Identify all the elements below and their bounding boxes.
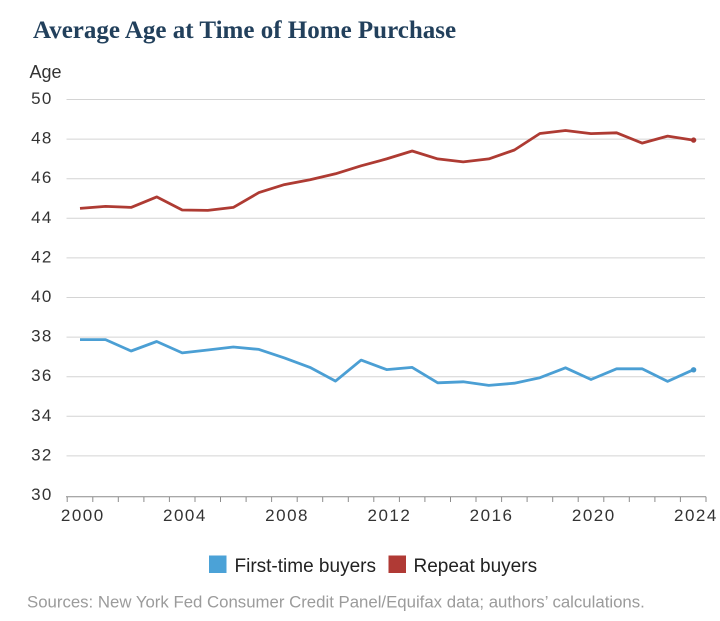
svg-text:42: 42 (31, 247, 53, 266)
svg-text:40: 40 (31, 287, 53, 306)
svg-text:2008: 2008 (265, 506, 309, 525)
svg-text:2024: 2024 (674, 506, 718, 525)
svg-text:30: 30 (31, 485, 53, 504)
svg-text:2016: 2016 (470, 506, 514, 525)
svg-text:2020: 2020 (572, 506, 616, 525)
svg-text:Sources: New York Fed Consumer: Sources: New York Fed Consumer Credit Pa… (27, 592, 645, 611)
svg-text:38: 38 (31, 327, 53, 346)
svg-text:46: 46 (31, 168, 53, 187)
svg-text:2000: 2000 (61, 506, 105, 525)
svg-text:44: 44 (31, 208, 53, 227)
svg-text:48: 48 (31, 129, 53, 148)
svg-text:34: 34 (31, 406, 53, 425)
svg-text:32: 32 (31, 445, 53, 464)
svg-text:50: 50 (31, 89, 53, 108)
svg-text:First-time buyers: First-time buyers (235, 556, 376, 577)
svg-text:Repeat buyers: Repeat buyers (414, 556, 538, 577)
svg-text:36: 36 (31, 366, 53, 385)
svg-text:Age: Age (30, 62, 62, 82)
svg-text:2004: 2004 (163, 506, 207, 525)
svg-text:2012: 2012 (367, 506, 411, 525)
